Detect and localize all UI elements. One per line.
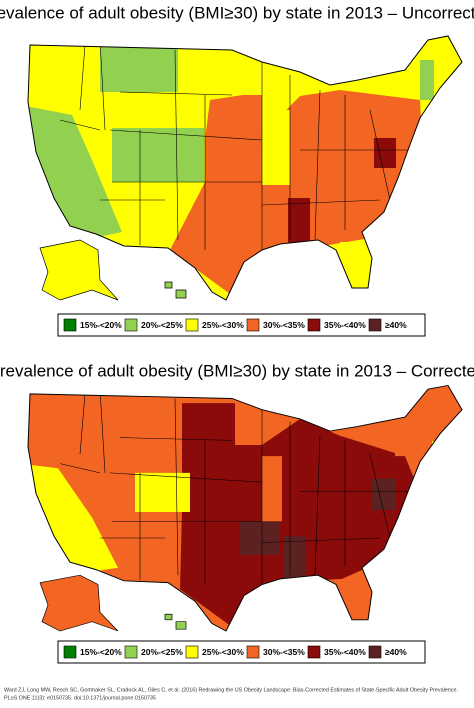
state-region: [180, 403, 425, 632]
legend-swatch: [246, 318, 260, 332]
state-region: [340, 242, 380, 300]
state-region: [175, 621, 187, 630]
state-region: [420, 60, 434, 100]
legend-label: ≥40%: [385, 647, 407, 657]
citation: Ward ZJ, Long MW, Resch SC, Gortmaker SL…: [4, 687, 458, 693]
legend-label: 25%-<30%: [202, 320, 244, 330]
legend-label: 15%-<20%: [80, 320, 122, 330]
legend-swatch: [124, 318, 138, 332]
state-region: [112, 128, 204, 182]
state-region: [28, 463, 118, 576]
state-region: [374, 138, 396, 168]
legend: 15%-<20% 20%-<25% 25%-<30% 30%-<35% 35%-<40%…: [57, 313, 426, 337]
legend-box: [57, 640, 426, 664]
map-title: Prevalence of adult obesity (BMI≥30) by …: [0, 361, 474, 380]
legend-swatch: [368, 645, 382, 659]
legend-swatch: [307, 318, 321, 332]
legend-box: [57, 313, 426, 337]
state-borders: [59, 389, 410, 585]
map: [27, 384, 463, 632]
state-region: [39, 239, 119, 301]
state-region: [164, 281, 173, 289]
state-region: [372, 478, 396, 511]
legend-swatch: [185, 645, 199, 659]
legend-swatch: [185, 318, 199, 332]
legend-swatch: [307, 645, 321, 659]
state-region: [235, 50, 262, 95]
legend-label: 30%-<35%: [263, 320, 305, 330]
map-title: Prevalence of adult obesity (BMI≥30) by …: [0, 3, 474, 22]
legend-label: 20%-<25%: [141, 320, 183, 330]
legend-swatch: [124, 645, 138, 659]
country-outline: [27, 35, 463, 301]
state-region: [164, 613, 173, 621]
legend-swatch: [63, 645, 77, 659]
legend-label: 30%-<35%: [263, 647, 305, 657]
state-region: [135, 472, 190, 512]
legend-label: 25%-<30%: [202, 647, 244, 657]
state-region: [432, 441, 448, 455]
state-region: [395, 389, 462, 457]
state-region: [262, 110, 290, 185]
legend-swatch: [368, 318, 382, 332]
legend-label: 20%-<25%: [141, 647, 183, 657]
state-region: [240, 521, 280, 555]
citation: PLoS ONE 11(3): e0150735. doi:10.1371/jo…: [4, 695, 156, 701]
legend-swatch: [246, 645, 260, 659]
state-region: [170, 90, 425, 300]
legend-label: 35%-<40%: [324, 320, 366, 330]
country-outline: [27, 384, 463, 632]
legend-label: 35%-<40%: [324, 647, 366, 657]
state-region: [284, 536, 306, 581]
state-region: [432, 96, 446, 110]
legend: 15%-<20% 20%-<25% 25%-<30% 30%-<35% 35%-<40%…: [57, 640, 426, 664]
state-region: [235, 403, 262, 445]
state-region: [100, 40, 178, 92]
state-borders: [59, 39, 410, 250]
state-region: [39, 574, 119, 632]
legend-label: ≥40%: [385, 320, 407, 330]
legend-swatch: [63, 318, 77, 332]
state-region: [288, 198, 310, 248]
state-region: [175, 289, 187, 299]
state-region: [262, 456, 282, 522]
legend-label: 15%-<20%: [80, 647, 122, 657]
map: [27, 35, 463, 301]
